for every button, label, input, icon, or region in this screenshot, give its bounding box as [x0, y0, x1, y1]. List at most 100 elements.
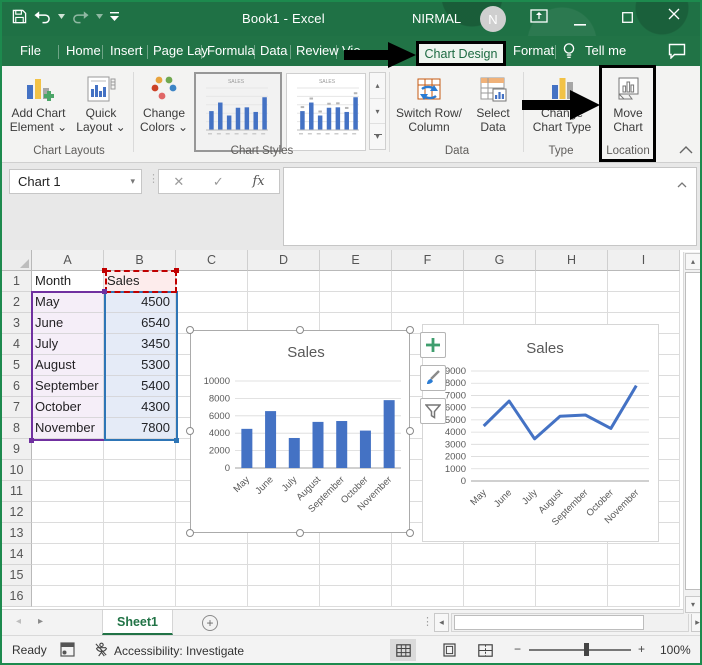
- minimize-button[interactable]: [574, 14, 586, 32]
- cell-B11[interactable]: [104, 481, 176, 502]
- cell-H14[interactable]: [536, 544, 608, 565]
- cell-E1[interactable]: [320, 271, 392, 292]
- range-handle[interactable]: [102, 268, 107, 273]
- row-header-9[interactable]: 9: [2, 439, 32, 460]
- row-header-1[interactable]: 1: [2, 271, 32, 292]
- row-header-13[interactable]: 13: [2, 523, 32, 544]
- row-header-6[interactable]: 6: [2, 376, 32, 397]
- cell-F1[interactable]: [392, 271, 464, 292]
- cell-A7[interactable]: October: [32, 397, 104, 418]
- column-header-A[interactable]: A: [32, 250, 104, 271]
- cell-A5[interactable]: August: [32, 355, 104, 376]
- cell-I2[interactable]: [608, 292, 680, 313]
- gallery-more-icon[interactable]: ▾: [373, 132, 382, 142]
- cell-I16[interactable]: [608, 586, 680, 607]
- selection-handle[interactable]: [186, 529, 194, 537]
- selection-handle[interactable]: [186, 326, 194, 334]
- cell-F16[interactable]: [392, 586, 464, 607]
- range-handle[interactable]: [174, 268, 179, 273]
- cell-E15[interactable]: [320, 565, 392, 586]
- tab-splitter-handle[interactable]: ⋮: [422, 616, 433, 628]
- tab-data[interactable]: Data: [260, 43, 288, 58]
- zoom-slider-thumb[interactable]: [584, 643, 589, 656]
- cancel-icon[interactable]: ✕: [173, 173, 185, 189]
- column-header-E[interactable]: E: [320, 250, 392, 271]
- row-header-12[interactable]: 12: [2, 502, 32, 523]
- row-header-7[interactable]: 7: [2, 397, 32, 418]
- row-header-4[interactable]: 4: [2, 334, 32, 355]
- macro-record-icon[interactable]: [60, 642, 75, 660]
- cell-G16[interactable]: [464, 586, 536, 607]
- chart-style-1[interactable]: SALES: [194, 72, 282, 152]
- cell-D15[interactable]: [248, 565, 320, 586]
- cell-B14[interactable]: [104, 544, 176, 565]
- line-chart[interactable]: Sales 0 1000 2000 3000 4000 5000 6000 7000 8000 90…: [422, 324, 659, 542]
- add-chart-element-button[interactable]: Add Chart Element ⌄: [7, 71, 70, 134]
- cell-I14[interactable]: [608, 544, 680, 565]
- next-sheet-icon[interactable]: ▸: [38, 616, 44, 627]
- row-header-16[interactable]: 16: [2, 586, 32, 607]
- tab-insert[interactable]: Insert: [110, 43, 143, 58]
- cell-A3[interactable]: June: [32, 313, 104, 334]
- cell-G15[interactable]: [464, 565, 536, 586]
- prev-sheet-icon[interactable]: ◂: [16, 616, 22, 627]
- cell-B2[interactable]: 4500: [104, 292, 176, 313]
- close-button[interactable]: [668, 7, 680, 24]
- zoom-level[interactable]: 100%: [660, 643, 691, 657]
- cell-B16[interactable]: [104, 586, 176, 607]
- zoom-out-button[interactable]: −: [514, 642, 522, 656]
- column-header-B[interactable]: B: [104, 250, 176, 271]
- cell-A11[interactable]: [32, 481, 104, 502]
- cell-H15[interactable]: [536, 565, 608, 586]
- row-header-14[interactable]: 14: [2, 544, 32, 565]
- cell-G2[interactable]: [464, 292, 536, 313]
- insert-function-icon[interactable]: fx: [252, 174, 265, 189]
- scroll-down-icon[interactable]: ▾: [685, 596, 700, 613]
- tab-file[interactable]: File: [20, 43, 41, 58]
- cell-C1[interactable]: [176, 271, 248, 292]
- new-sheet-button[interactable]: +: [202, 615, 218, 631]
- switch-row-column-button[interactable]: Switch Row/ Column: [393, 71, 465, 134]
- collapse-ribbon-icon[interactable]: [678, 144, 694, 158]
- cell-B10[interactable]: [104, 460, 176, 481]
- save-icon[interactable]: [12, 9, 27, 24]
- move-chart-button[interactable]: Move Chart: [602, 71, 654, 134]
- cell-F2[interactable]: [392, 292, 464, 313]
- cell-I13[interactable]: [608, 523, 680, 544]
- row-header-11[interactable]: 11: [2, 481, 32, 502]
- cell-B8[interactable]: 7800: [104, 418, 176, 439]
- name-box[interactable]: Chart 1 ▾: [9, 169, 142, 194]
- row-header-5[interactable]: 5: [2, 355, 32, 376]
- cell-H1[interactable]: [536, 271, 608, 292]
- cell-A2[interactable]: May: [32, 292, 104, 313]
- select-all-button[interactable]: [2, 250, 32, 271]
- cell-C2[interactable]: [176, 292, 248, 313]
- chart-style-2[interactable]: SALES: [286, 73, 366, 151]
- cell-C14[interactable]: [176, 544, 248, 565]
- cell-H16[interactable]: [536, 586, 608, 607]
- selection-handle[interactable]: [406, 326, 414, 334]
- gallery-down-icon[interactable]: ▾: [370, 99, 385, 125]
- cell-C15[interactable]: [176, 565, 248, 586]
- cell-B15[interactable]: [104, 565, 176, 586]
- cell-C16[interactable]: [176, 586, 248, 607]
- horizontal-scrollbar[interactable]: [451, 613, 689, 632]
- redo-icon[interactable]: [72, 10, 89, 24]
- scroll-right-icon[interactable]: ▸: [691, 613, 700, 632]
- cell-E14[interactable]: [320, 544, 392, 565]
- range-handle[interactable]: [29, 438, 34, 443]
- chart-elements-button[interactable]: [420, 332, 446, 358]
- cell-B6[interactable]: 5400: [104, 376, 176, 397]
- selection-handle[interactable]: [296, 529, 304, 537]
- chart-styles-button[interactable]: [420, 365, 446, 391]
- cell-A14[interactable]: [32, 544, 104, 565]
- tab-format[interactable]: Format: [513, 43, 555, 58]
- cell-B12[interactable]: [104, 502, 176, 523]
- tab-home[interactable]: Home: [66, 43, 101, 58]
- normal-view-button[interactable]: [390, 639, 416, 661]
- ribbon-display-options-icon[interactable]: [530, 8, 548, 29]
- quick-layout-button[interactable]: Quick Layout ⌄: [72, 71, 130, 134]
- page-layout-view-button[interactable]: [436, 639, 462, 661]
- formula-bar-drag-handle[interactable]: ⋮: [148, 173, 159, 185]
- collapse-formula-bar-icon[interactable]: [676, 176, 688, 194]
